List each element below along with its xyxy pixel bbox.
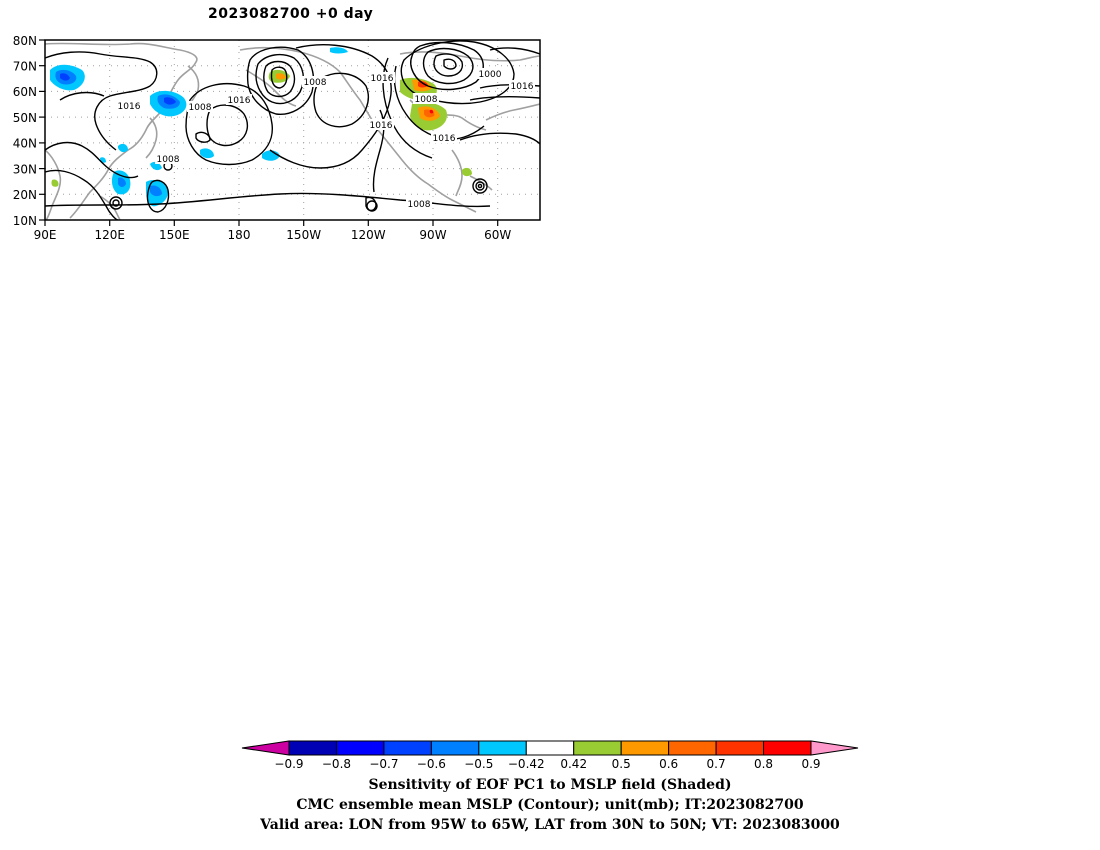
- caption-line-2: CMC ensemble mean MSLP (Contour); unit(m…: [296, 797, 804, 813]
- svg-text:1008: 1008: [189, 103, 212, 113]
- colorbar-tick-label: −0.9: [274, 757, 303, 771]
- colorbar-end-low: [241, 740, 290, 756]
- lat-label: 70N: [13, 60, 37, 74]
- lon-label: 60W: [484, 228, 511, 242]
- colorbar-tick-label: 0.5: [612, 757, 631, 771]
- lat-label: 10N: [13, 214, 37, 228]
- svg-text:1008: 1008: [408, 200, 431, 210]
- svg-text:1008: 1008: [415, 95, 438, 105]
- lat-label: 40N: [13, 137, 37, 151]
- colorbar-tick-label: 0.6: [659, 757, 678, 771]
- colorbar-box: [383, 740, 432, 756]
- lon-label: 120W: [351, 228, 386, 242]
- colorbar-box: [620, 740, 670, 756]
- colorbar-box: [288, 740, 337, 756]
- colorbar: −0.9 −0.8 −0.7 −0.6 −0.5 −0.42 0.42 0.5 0.6 0.7 0.…: [241, 740, 859, 771]
- contour-label: 1008: [155, 153, 181, 165]
- page-title: 2023082700 +0 day: [208, 6, 374, 22]
- colorbar-tick-label: −0.42: [508, 757, 545, 771]
- lat-label: 30N: [13, 163, 37, 177]
- contour-label: 1016: [226, 94, 252, 106]
- contour-labels: 1008 1016 1016 1008 1016 1008: [116, 68, 535, 210]
- colorbar-tick-label: −0.8: [322, 757, 351, 771]
- caption-line-1: Sensitivity of EOF PC1 to MSLP field (Sh…: [368, 777, 732, 793]
- graticule: [45, 40, 540, 220]
- colorbar-tick-label: −0.5: [464, 757, 493, 771]
- svg-text:1000: 1000: [479, 70, 502, 80]
- contour-label: 1016: [368, 119, 394, 131]
- colorbar-box: [573, 740, 622, 756]
- contour-label: 1000: [477, 68, 503, 80]
- contour-label: 1008: [406, 198, 432, 210]
- colorbar-tick-label: −0.6: [417, 757, 446, 771]
- lat-axis: 80N 70N 60N 50N 40N 30N 20N 10N: [13, 34, 45, 228]
- colorbar-tick-label: 0.7: [707, 757, 726, 771]
- lat-label: 20N: [13, 188, 37, 202]
- colorbar-box: [430, 740, 480, 756]
- lon-axis: 90E 120E 150E 180 150W 120W 90W 60W: [34, 220, 511, 242]
- lat-label: 60N: [13, 85, 37, 99]
- colorbar-box: [525, 740, 575, 756]
- lon-label: 180: [228, 228, 251, 242]
- contour-label: 1008: [302, 76, 328, 88]
- contour-label: 1016: [431, 132, 457, 144]
- colorbar-tick-label: 0.42: [560, 757, 587, 771]
- colorbar-box: [668, 740, 717, 756]
- contour-label: 1008: [187, 101, 213, 113]
- svg-text:1008: 1008: [304, 78, 327, 88]
- svg-text:1016: 1016: [433, 134, 456, 144]
- svg-text:1008: 1008: [157, 155, 180, 165]
- svg-text:1016: 1016: [370, 121, 393, 131]
- svg-text:1016: 1016: [228, 96, 251, 106]
- contour-label: 1016: [116, 100, 142, 112]
- colorbar-end-high: [810, 740, 859, 756]
- svg-text:1016: 1016: [511, 82, 534, 92]
- colorbar-box: [335, 740, 385, 756]
- map-frame: [44, 39, 541, 221]
- colorbar-box: [763, 740, 812, 756]
- lon-label: 150W: [286, 228, 321, 242]
- map-plot: 1008 1016 1016 1008 1016 1008: [13, 34, 541, 242]
- lon-label: 90W: [419, 228, 446, 242]
- contour-label: 1016: [369, 72, 395, 84]
- lon-label: 90E: [34, 228, 57, 242]
- colorbar-box: [478, 740, 527, 756]
- lon-label: 150E: [159, 228, 190, 242]
- colorbar-tick-label: −0.7: [369, 757, 398, 771]
- lat-label: 50N: [13, 111, 37, 125]
- mslp-contours: [45, 40, 540, 220]
- lon-label: 120E: [94, 228, 125, 242]
- colorbar-box: [715, 740, 765, 756]
- svg-text:1016: 1016: [118, 102, 141, 112]
- colorbar-tick-label: 0.9: [801, 757, 820, 771]
- caption-line-3: Valid area: LON from 95W to 65W, LAT fro…: [260, 817, 840, 833]
- colorbar-tick-label: 0.8: [754, 757, 773, 771]
- lat-label: 80N: [13, 34, 37, 48]
- contour-label: 1016: [509, 80, 535, 92]
- svg-text:1016: 1016: [371, 74, 394, 84]
- contour-label: 1008: [413, 93, 439, 105]
